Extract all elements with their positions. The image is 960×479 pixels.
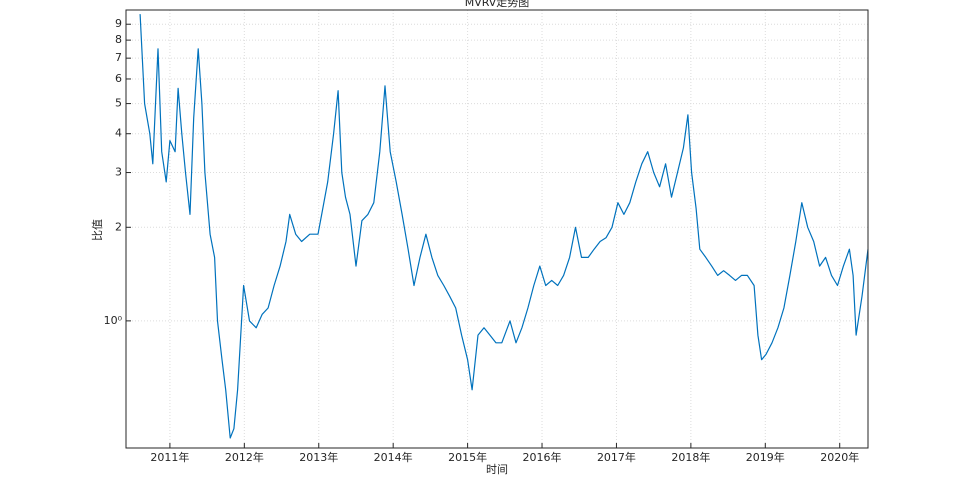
y-tick-label: 6 — [115, 72, 122, 85]
x-tick-label: 2014年 — [374, 450, 413, 464]
y-tick-label: 8 — [115, 33, 122, 46]
data-line — [139, 14, 869, 439]
y-axis-label: 比值 — [91, 219, 104, 241]
x-tick-label: 2020年 — [820, 450, 859, 464]
y-tick-label: 4 — [115, 127, 122, 140]
x-tick-label: 2015年 — [448, 450, 487, 464]
x-tick-label: 2019年 — [746, 450, 785, 464]
y-tick-label: 5 — [115, 97, 122, 110]
plot-frame — [125, 9, 869, 449]
x-tick-label: 2012年 — [225, 450, 264, 464]
y-tick-label: 7 — [115, 51, 122, 64]
plot-area — [126, 10, 868, 448]
y-tick-label: 2 — [115, 220, 122, 233]
x-tick-label: 2013年 — [299, 450, 338, 464]
x-axis-label: 时间 — [486, 463, 508, 476]
x-tick-label: 2011年 — [150, 450, 189, 464]
chart-title: MVRV走势图 — [465, 0, 530, 9]
x-tick-label: 2016年 — [523, 450, 562, 464]
y-tick-label: 9 — [115, 17, 122, 30]
y-tick-label: 3 — [115, 166, 122, 179]
x-tick-label: 2018年 — [671, 450, 710, 464]
x-tick-label: 2017年 — [597, 450, 636, 464]
y-tick-label: 10⁰ — [104, 314, 123, 327]
